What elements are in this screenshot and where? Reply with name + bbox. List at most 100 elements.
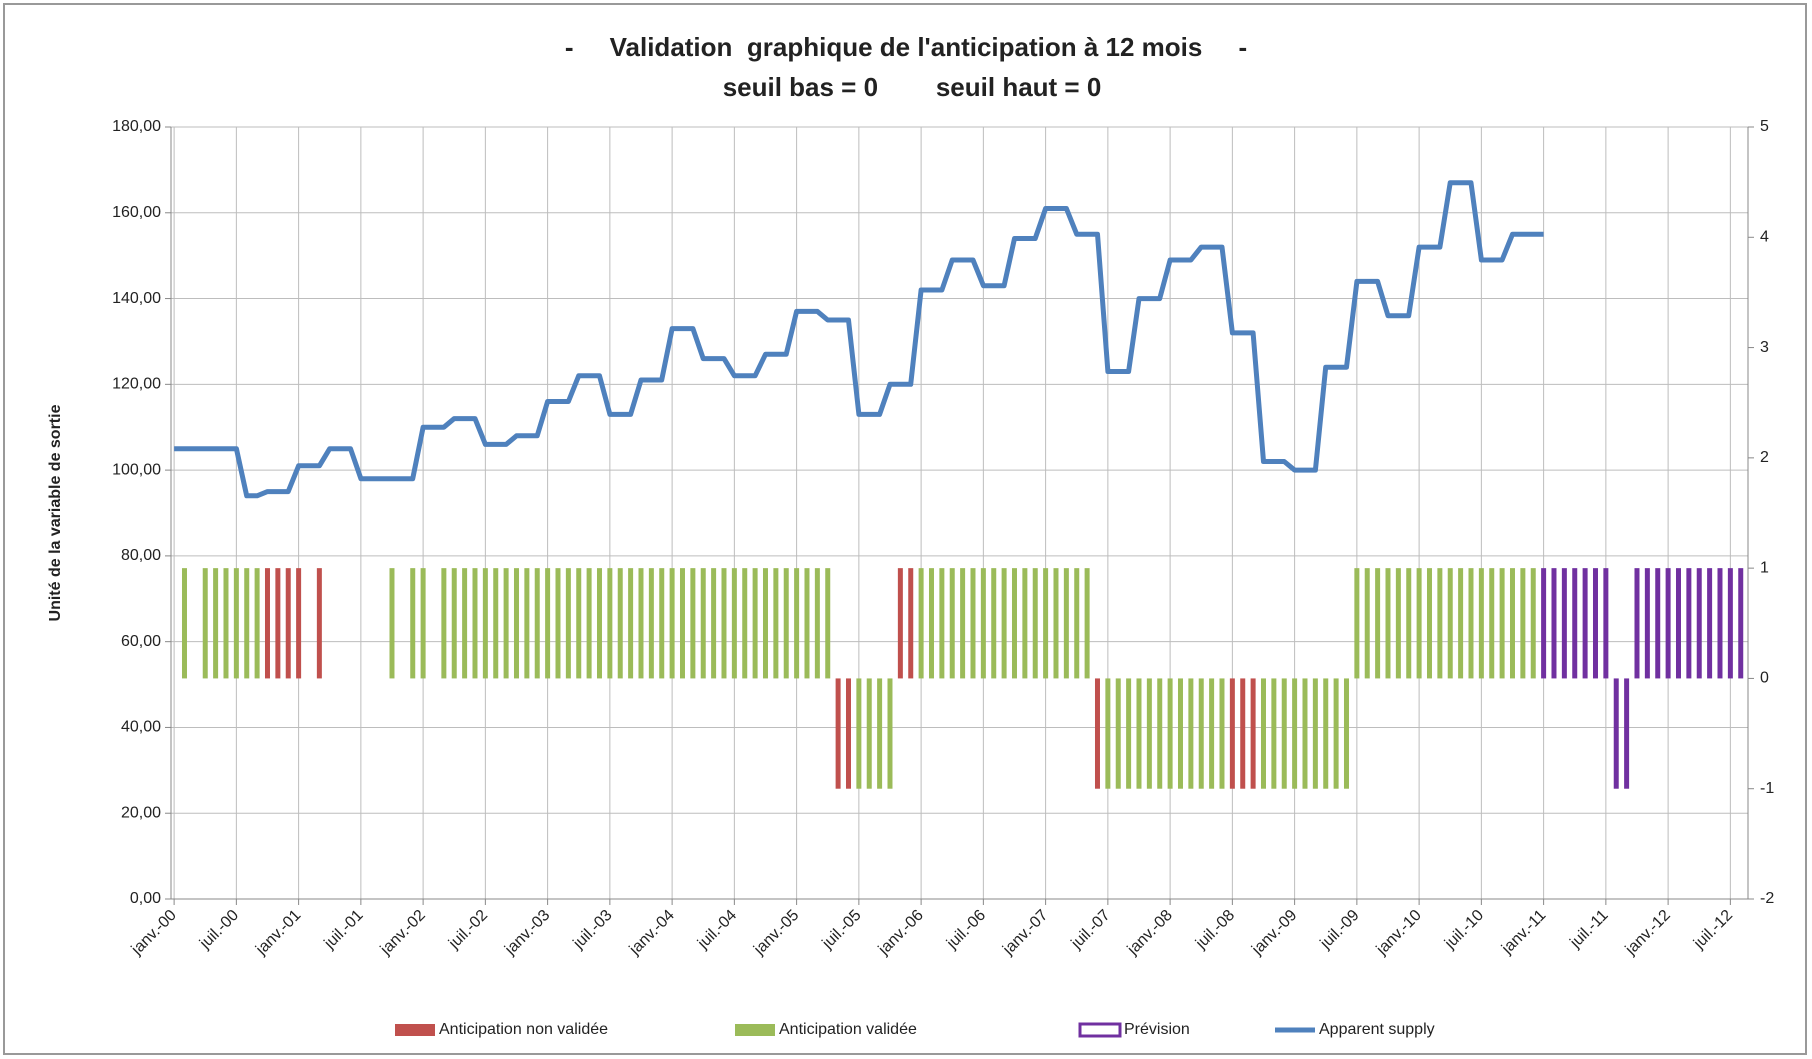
bar (762, 568, 768, 679)
legend-swatch (735, 1024, 775, 1036)
bar (1644, 568, 1650, 679)
bar (1468, 568, 1474, 679)
bar (1281, 678, 1287, 789)
y-tick-label: 160,00 (112, 204, 161, 221)
bar (897, 568, 903, 679)
bar (1603, 568, 1609, 679)
bar (1157, 678, 1163, 789)
chart-border (3, 3, 1807, 1055)
bar (202, 568, 208, 679)
bar (1426, 568, 1432, 679)
y2-tick-label: 1 (1760, 559, 1769, 576)
bar (1416, 568, 1422, 679)
bar (1696, 568, 1702, 679)
bar (482, 568, 488, 679)
chart-title: - Validation graphique de l'anticipation… (565, 32, 1247, 62)
bar (949, 568, 955, 679)
bar (441, 568, 447, 679)
y2-tick-label: 0 (1760, 670, 1769, 687)
legend-label: Anticipation validée (779, 1021, 917, 1038)
bar (223, 568, 229, 679)
legend-item: Anticipation non validée (395, 1021, 608, 1038)
bar (1707, 568, 1713, 679)
bar (1198, 678, 1204, 789)
bar (1333, 678, 1339, 789)
bar (254, 568, 260, 679)
bar (1323, 678, 1329, 789)
bar (742, 568, 748, 679)
bar (835, 678, 841, 789)
bar (804, 568, 810, 679)
bar (991, 568, 997, 679)
bar (1509, 568, 1515, 679)
bar (1592, 568, 1598, 679)
bar (1385, 568, 1391, 679)
y-tick-label: 140,00 (112, 290, 161, 307)
bar (648, 568, 654, 679)
y-tick-label: 20,00 (121, 804, 161, 821)
bar (1022, 568, 1028, 679)
bar (1551, 568, 1557, 679)
bar (233, 568, 239, 679)
bar (1074, 568, 1080, 679)
bar (794, 568, 800, 679)
bar (1084, 568, 1090, 679)
bar (555, 568, 561, 679)
bar (1489, 568, 1495, 679)
bar (887, 678, 893, 789)
bar (296, 568, 302, 679)
bar (1292, 678, 1298, 789)
bar (1094, 678, 1100, 789)
bar (1219, 678, 1225, 789)
bar (1624, 678, 1630, 789)
bar (1458, 568, 1464, 679)
y2-tick-label: 3 (1760, 339, 1769, 356)
bar (1437, 568, 1443, 679)
bar (1146, 678, 1152, 789)
bar (866, 678, 872, 789)
bar (576, 568, 582, 679)
bar (420, 568, 426, 679)
bar (960, 568, 966, 679)
bar (1520, 568, 1526, 679)
bar (690, 568, 696, 679)
bar (679, 568, 685, 679)
bar (638, 568, 644, 679)
bar (814, 568, 820, 679)
bar (1043, 568, 1049, 679)
bar (970, 568, 976, 679)
y-tick-label: 60,00 (121, 633, 161, 650)
bar (586, 568, 592, 679)
bar (181, 568, 187, 679)
y-tick-label: 40,00 (121, 719, 161, 736)
bar (659, 568, 665, 679)
y-tick-label: 120,00 (112, 376, 161, 393)
bar (1343, 678, 1349, 789)
bar (731, 568, 737, 679)
bar (773, 568, 779, 679)
bar (1001, 568, 1007, 679)
bar (462, 568, 468, 679)
bar (1105, 678, 1111, 789)
bar (1478, 568, 1484, 679)
line (174, 180, 1544, 499)
bar (1229, 678, 1235, 789)
legend-label: Anticipation non validée (439, 1021, 608, 1038)
bar (513, 568, 519, 679)
y-tick-label: 0,00 (130, 890, 161, 907)
bar (1582, 568, 1588, 679)
bar (1312, 678, 1318, 789)
bar (1250, 678, 1256, 789)
bar (1167, 678, 1173, 789)
bar (607, 568, 613, 679)
bar (534, 568, 540, 679)
bar (1188, 678, 1194, 789)
y2-tick-label: 5 (1760, 118, 1769, 135)
bar (1675, 568, 1681, 679)
bar (721, 568, 727, 679)
bar (451, 568, 457, 679)
legend-item: Prévision (1078, 1021, 1190, 1038)
bar (1126, 678, 1132, 789)
y2-tick-label: -2 (1760, 890, 1774, 907)
